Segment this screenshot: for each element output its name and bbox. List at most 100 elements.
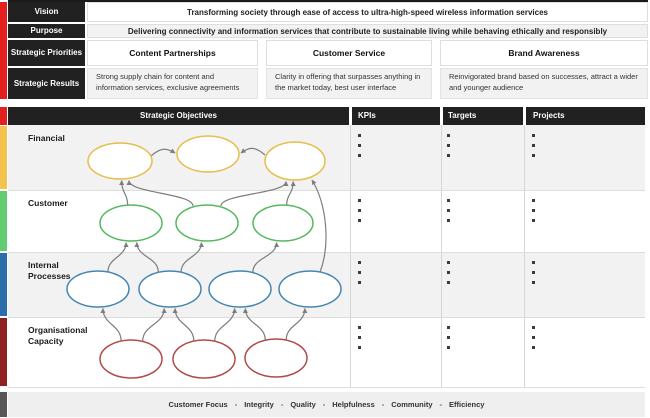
vision-statement-text: Transforming society through ease of acc… bbox=[187, 7, 548, 17]
strategic-priorities-label: Strategic Priorities bbox=[8, 40, 85, 66]
perspective-strip-organisational bbox=[0, 318, 7, 386]
column-header-strategic-objectives: Strategic Objectives bbox=[8, 107, 349, 125]
priority-pillar-1: Content Partnerships bbox=[87, 40, 258, 66]
purpose-label-text: Purpose bbox=[30, 26, 63, 36]
bullet-dot bbox=[532, 219, 535, 222]
core-value-item: Helpfulness bbox=[332, 400, 375, 409]
bullet-dot bbox=[358, 326, 361, 329]
scorecard-header-accent-strip bbox=[0, 107, 7, 125]
bullet-dot bbox=[358, 346, 361, 349]
strategic-priorities-label-text: Strategic Priorities bbox=[10, 48, 83, 58]
row-divider bbox=[8, 317, 645, 318]
bullet-dot bbox=[358, 144, 361, 147]
bullet-dot bbox=[532, 199, 535, 202]
project-cell-customer bbox=[532, 199, 592, 229]
bullet-dot bbox=[447, 281, 450, 284]
core-value-separator: - bbox=[234, 400, 238, 409]
perspective-label-organisational: Organisational Capacity bbox=[28, 325, 88, 347]
bullet-dot bbox=[532, 134, 535, 137]
purpose-statement-text: Delivering connectivity and information … bbox=[127, 26, 608, 36]
bullet-dot bbox=[358, 271, 361, 274]
bullet-dot bbox=[532, 326, 535, 329]
bullet-dot bbox=[358, 281, 361, 284]
bullet-dot bbox=[532, 281, 535, 284]
bullet-dot bbox=[358, 209, 361, 212]
column-header-text: Strategic Objectives bbox=[140, 111, 217, 120]
column-divider bbox=[524, 125, 525, 387]
core-value-item: Community bbox=[391, 400, 433, 409]
project-cell-organisational bbox=[532, 326, 592, 356]
perspective-strip-internal bbox=[0, 253, 7, 316]
core-value-item: Customer Focus bbox=[168, 400, 228, 409]
row-divider bbox=[8, 190, 645, 191]
perspective-strip-customer bbox=[0, 191, 7, 251]
core-value-item: Efficiency bbox=[449, 400, 485, 409]
kpi-cell-financial bbox=[358, 134, 418, 164]
column-header-targets: Targets bbox=[443, 107, 523, 125]
kpi-cell-organisational bbox=[358, 326, 418, 356]
bullet-dot bbox=[358, 219, 361, 222]
top-border-line bbox=[8, 0, 648, 2]
bullet-dot bbox=[447, 271, 450, 274]
bullet-dot bbox=[358, 134, 361, 137]
bullet-dot bbox=[358, 261, 361, 264]
strategic-results-label: Strategic Results bbox=[8, 68, 85, 99]
bullet-dot bbox=[532, 346, 535, 349]
result-pillar-1: Strong supply chain for content and info… bbox=[87, 68, 258, 99]
target-cell-customer bbox=[447, 199, 507, 229]
strategic-results-label-text: Strategic Results bbox=[13, 78, 80, 88]
core-value-separator: - bbox=[280, 400, 284, 409]
bullet-dot bbox=[532, 209, 535, 212]
priority-pillar-3: Brand Awareness bbox=[440, 40, 648, 66]
bullet-dot bbox=[358, 199, 361, 202]
row-divider bbox=[8, 252, 645, 253]
bullet-dot bbox=[447, 144, 450, 147]
target-cell-organisational bbox=[447, 326, 507, 356]
project-cell-internal bbox=[532, 261, 592, 291]
purpose-statement: Delivering connectivity and information … bbox=[87, 24, 648, 38]
top-accent-strip bbox=[0, 2, 7, 99]
bullet-dot bbox=[447, 219, 450, 222]
bullet-dot bbox=[447, 134, 450, 137]
project-cell-financial bbox=[532, 134, 592, 164]
perspective-label-customer: Customer bbox=[28, 198, 68, 208]
kpi-cell-customer bbox=[358, 199, 418, 229]
core-value-item: Integrity bbox=[244, 400, 274, 409]
kpi-cell-internal bbox=[358, 261, 418, 291]
bullet-dot bbox=[447, 326, 450, 329]
vision-statement: Transforming society through ease of acc… bbox=[87, 2, 648, 22]
column-divider bbox=[350, 125, 351, 387]
core-values-bar: Customer Focus - Integrity - Quality - Helpful… bbox=[8, 392, 645, 417]
perspective-strip-financial bbox=[0, 126, 7, 189]
result-pillar-2: Clarity in offering that surpasses anyth… bbox=[266, 68, 432, 99]
perspective-label-internal: Internal Processes bbox=[28, 260, 71, 282]
column-header-kpis: KPIs bbox=[352, 107, 440, 125]
core-value-item: Quality bbox=[290, 400, 316, 409]
bullet-dot bbox=[447, 209, 450, 212]
bullet-dot bbox=[532, 261, 535, 264]
bullet-dot bbox=[532, 336, 535, 339]
bullet-dot bbox=[447, 346, 450, 349]
row-divider bbox=[8, 387, 645, 388]
priority-pillar-2: Customer Service bbox=[266, 40, 432, 66]
vision-label-text: Vision bbox=[34, 7, 59, 17]
column-header-text: KPIs bbox=[358, 111, 376, 120]
bullet-dot bbox=[532, 271, 535, 274]
core-value-separator: - bbox=[322, 400, 326, 409]
target-cell-internal bbox=[447, 261, 507, 291]
purpose-label: Purpose bbox=[8, 24, 85, 38]
bullet-dot bbox=[358, 154, 361, 157]
bullet-dot bbox=[447, 261, 450, 264]
vision-label: Vision bbox=[8, 2, 85, 22]
bullet-dot bbox=[447, 199, 450, 202]
perspective-label-financial: Financial bbox=[28, 133, 65, 143]
result-pillar-3: Reinvigorated brand based on successes, … bbox=[440, 68, 648, 99]
bullet-dot bbox=[358, 336, 361, 339]
bullet-dot bbox=[447, 336, 450, 339]
bullet-dot bbox=[532, 154, 535, 157]
core-value-separator: - bbox=[439, 400, 443, 409]
bullet-dot bbox=[532, 144, 535, 147]
column-header-text: Projects bbox=[533, 111, 565, 120]
values-bar-strip bbox=[0, 392, 7, 417]
